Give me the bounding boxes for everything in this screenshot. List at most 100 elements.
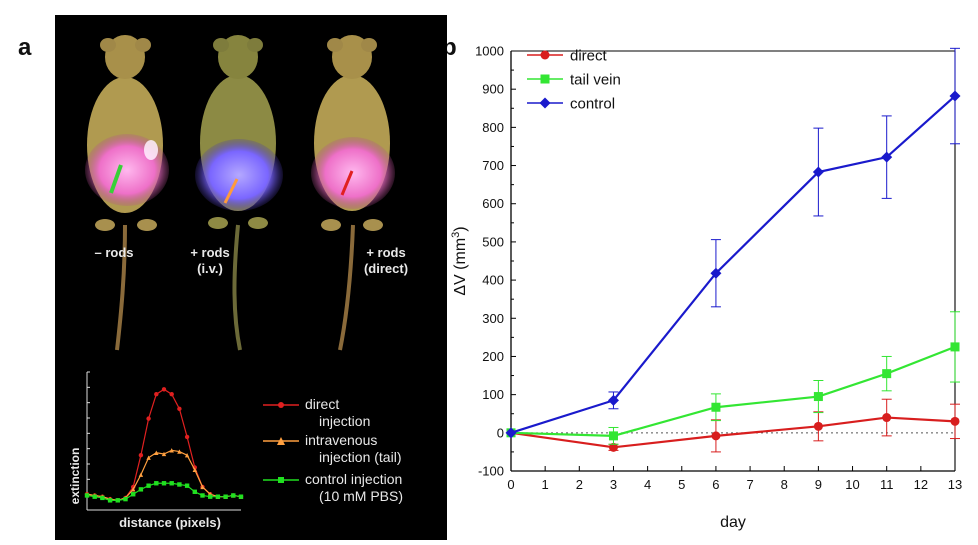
y-tick-label: 900 bbox=[482, 82, 504, 97]
inset-ylabel: extinction bbox=[68, 447, 82, 505]
y-tick-label: 400 bbox=[482, 273, 504, 288]
x-tick-label: 8 bbox=[781, 477, 788, 492]
inset-point-intravenous bbox=[138, 472, 144, 477]
y-tick-label: -100 bbox=[478, 464, 504, 479]
x-tick-label: 3 bbox=[610, 477, 617, 492]
data-point-control bbox=[881, 151, 893, 163]
mouse-3-label-line1: + rods bbox=[366, 245, 406, 260]
mouse-3-scan-line bbox=[340, 170, 354, 196]
inset-point-direct bbox=[177, 406, 182, 412]
x-tick-label: 13 bbox=[948, 477, 962, 492]
inset-point-intravenous bbox=[154, 450, 159, 455]
mouse-1-scan-line bbox=[109, 164, 123, 194]
y-tick-label: 200 bbox=[482, 349, 504, 364]
inset-point-control bbox=[161, 481, 167, 486]
inset-legend-marker-control bbox=[263, 477, 299, 483]
inset-point-direct bbox=[184, 434, 190, 440]
y-axis-title: ΔV (mm3) bbox=[450, 226, 469, 295]
x-tick-label: 6 bbox=[712, 477, 719, 492]
data-point-tail-vein bbox=[608, 431, 618, 441]
inset-legend-direct-line2: injection bbox=[319, 413, 371, 429]
data-point-control bbox=[505, 427, 517, 439]
y-tick-label: 800 bbox=[482, 120, 504, 135]
data-point-tail-vein bbox=[711, 402, 721, 412]
x-tick-label: 1 bbox=[542, 477, 549, 492]
inset-line-intravenous bbox=[86, 449, 242, 501]
data-point-control bbox=[812, 166, 824, 178]
legend-marker-tail-vein bbox=[540, 74, 550, 84]
y-tick-label: 300 bbox=[482, 311, 504, 326]
inset-extinction-chart bbox=[84, 371, 244, 511]
inset-ylabel-wrap: extinction bbox=[65, 433, 85, 533]
inset-point-control bbox=[238, 494, 244, 499]
chart-legend: direct tail vein control bbox=[527, 48, 621, 113]
mouse-3-glow-band bbox=[311, 137, 395, 209]
inset-legend-marker-direct bbox=[263, 402, 299, 408]
inset-legend-control-line1: control injection bbox=[305, 471, 403, 487]
legend-marker-control bbox=[539, 97, 551, 109]
x-tick-label: 9 bbox=[815, 477, 822, 492]
y-axis-title-superscript: 3 bbox=[450, 232, 462, 238]
inset-point-control bbox=[223, 494, 228, 499]
data-point-tail-vein bbox=[950, 342, 960, 352]
y-axis-title-close: ) bbox=[452, 226, 469, 231]
inset-legend-iv-line1: intravenous bbox=[305, 432, 378, 448]
inset-point-control bbox=[107, 498, 113, 503]
inset-point-control bbox=[123, 496, 128, 502]
inset-point-control bbox=[200, 493, 205, 498]
inset-point-control bbox=[208, 494, 213, 499]
inset-legend-marker-iv bbox=[263, 437, 299, 445]
y-tick-label: 1000 bbox=[475, 44, 504, 59]
inset-point-direct bbox=[138, 453, 144, 458]
mouse-3-label-line2: (direct) bbox=[363, 261, 409, 276]
legend-label-direct: direct bbox=[570, 48, 608, 65]
y-tick-label: 100 bbox=[482, 387, 504, 402]
inset-point-control bbox=[192, 489, 197, 494]
inset-point-control bbox=[184, 483, 190, 488]
data-point-direct bbox=[711, 431, 721, 441]
legend-label-control: control bbox=[570, 96, 615, 113]
series-line-tail-vein bbox=[510, 345, 956, 437]
data-point-direct bbox=[882, 413, 892, 423]
mouse-2-glow-band bbox=[195, 139, 283, 211]
legend-label-tail-vein: tail vein bbox=[570, 72, 621, 89]
series-line-direct bbox=[510, 416, 956, 449]
mouse-1-label: – rods bbox=[69, 245, 159, 261]
x-tick-label: 0 bbox=[507, 477, 514, 492]
inset-point-intravenous bbox=[146, 455, 151, 460]
series-direct bbox=[506, 398, 960, 453]
y-tick-label: 0 bbox=[497, 425, 504, 440]
inset-point-control bbox=[92, 494, 97, 499]
legend-marker-direct bbox=[540, 50, 550, 60]
x-tick-label: 2 bbox=[576, 477, 583, 492]
inset-point-intravenous bbox=[177, 449, 182, 454]
inset-point-direct bbox=[146, 416, 151, 421]
x-tick-label: 12 bbox=[914, 477, 928, 492]
data-point-direct bbox=[950, 416, 960, 426]
inset-point-direct bbox=[161, 387, 167, 392]
inset-legend-direct-line1: direct bbox=[305, 396, 340, 412]
data-point-control bbox=[949, 90, 961, 102]
inset-series-intravenous bbox=[84, 448, 244, 503]
y-tick-label: 700 bbox=[482, 158, 504, 173]
series-tail-vein bbox=[506, 311, 960, 445]
mouse-3-label: + rods (direct) bbox=[341, 245, 431, 277]
inset-point-control bbox=[169, 481, 174, 486]
inset-point-intravenous bbox=[192, 467, 197, 473]
inset-xlabel: distance (pixels) bbox=[119, 515, 221, 530]
y-tick-label: 600 bbox=[482, 196, 504, 211]
data-point-control bbox=[710, 267, 722, 279]
inset-point-intravenous bbox=[169, 448, 174, 453]
x-tick-label: 10 bbox=[845, 477, 859, 492]
data-point-tail-vein bbox=[813, 392, 823, 402]
inset-point-control bbox=[100, 495, 105, 501]
x-tick-label: 11 bbox=[880, 477, 894, 492]
mouse-1-label-line1: – rods bbox=[94, 245, 134, 260]
inset-point-intravenous bbox=[184, 453, 190, 458]
data-point-control bbox=[607, 394, 619, 406]
data-point-direct bbox=[608, 442, 618, 452]
mice-illustration bbox=[85, 35, 395, 351]
mouse-3-direct-rods bbox=[311, 35, 395, 351]
inset-point-control bbox=[146, 483, 151, 488]
inset-point-control bbox=[138, 487, 144, 492]
